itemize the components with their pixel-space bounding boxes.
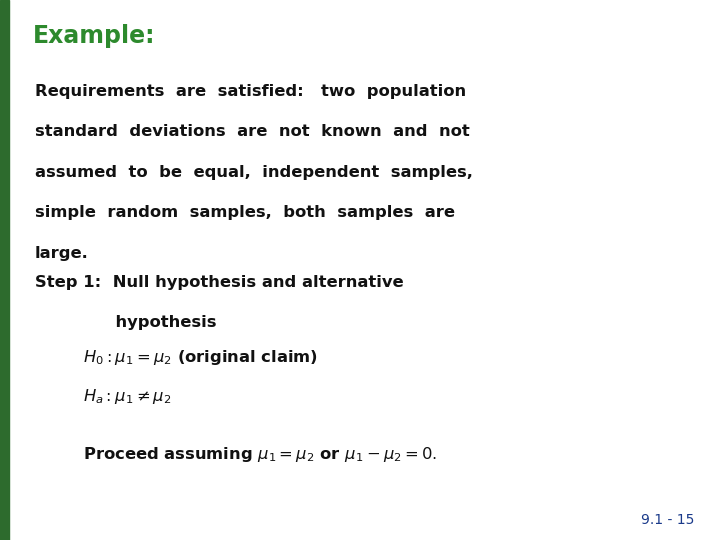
Text: $\mathit{H}_a : \mu_1 \neq \mu_2$: $\mathit{H}_a : \mu_1 \neq \mu_2$ [83, 387, 171, 406]
Bar [0, 0, 9, 540]
Text: hypothesis: hypothesis [35, 315, 216, 330]
Text: simple  random  samples,  both  samples  are: simple random samples, both samples are [35, 205, 454, 220]
Text: Requirements  are  satisfied:   two  population: Requirements are satisfied: two populati… [35, 84, 466, 99]
Text: 9.1 - 15: 9.1 - 15 [642, 512, 695, 526]
Text: standard  deviations  are  not  known  and  not: standard deviations are not known and no… [35, 124, 469, 139]
Text: assumed  to  be  equal,  independent  samples,: assumed to be equal, independent samples… [35, 165, 472, 180]
Text: Example:: Example: [32, 24, 155, 48]
Text: large.: large. [35, 246, 89, 261]
Text: $\mathit{H}_0 : \mu_1 = \mu_2$ (original claim): $\mathit{H}_0 : \mu_1 = \mu_2$ (original… [83, 348, 318, 367]
Text: Proceed assuming $\mu_1 = \mu_2$ or $\mu_1 - \mu_2 = 0.$: Proceed assuming $\mu_1 = \mu_2$ or $\mu… [83, 446, 437, 464]
Text: Step 1:  Null hypothesis and alternative: Step 1: Null hypothesis and alternative [35, 275, 403, 291]
